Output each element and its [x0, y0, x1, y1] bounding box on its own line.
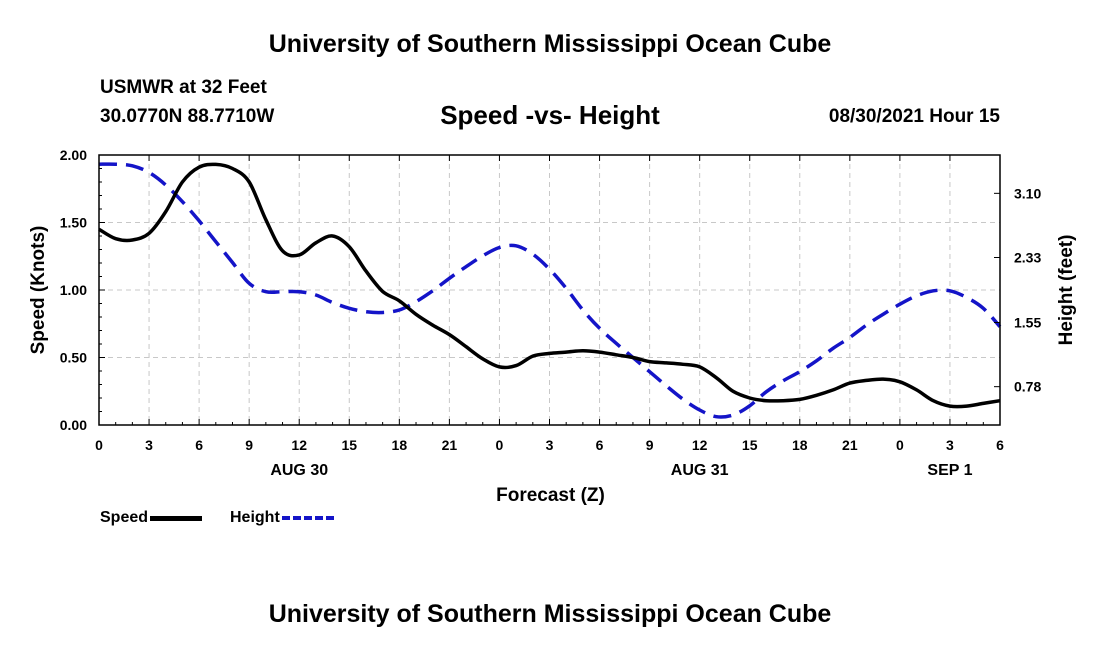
- y2-axis-label: Height (feet): [1056, 235, 1077, 346]
- y-tick-label: 1.00: [60, 282, 87, 298]
- x-axis-label: Forecast (Z): [496, 485, 605, 506]
- y2-tick-label: 1.55: [1014, 315, 1041, 331]
- x-tick-label: 21: [842, 437, 858, 453]
- x-tick-label: 3: [946, 437, 954, 453]
- x-tick-label: 0: [496, 437, 504, 453]
- x-tick-label: 15: [341, 437, 357, 453]
- axes: 0 3 6 9 12 15 18 21 0 3 6 9 12 15 18 21 0 3 6 0.00 0.50 1.00 1…: [28, 147, 1077, 506]
- series-line-speed: [98, 162, 1001, 409]
- legend-height-swatch: [281, 516, 334, 520]
- grid: [99, 155, 1000, 425]
- legend-speed: Speed: [100, 509, 203, 531]
- y2-tick-label: 0.78: [1014, 379, 1041, 395]
- y-tick-label: 0.00: [60, 417, 87, 433]
- legend-height: Height: [230, 509, 334, 531]
- x-tick-label: 12: [291, 437, 307, 453]
- date-label: AUG 31: [671, 462, 729, 479]
- date-label: SEP 1: [927, 462, 972, 479]
- series-line-height: [98, 162, 1002, 419]
- forecast-datetime: 08/30/2021 Hour 15: [828, 106, 1000, 127]
- station-name: USMWR at 32 Feet: [100, 77, 267, 98]
- x-tick-label: 6: [195, 437, 203, 453]
- y-axis-label: Speed (Knots): [28, 226, 49, 355]
- date-label: AUG 30: [270, 462, 328, 479]
- x-tick-label: 0: [896, 437, 904, 453]
- chart-title: Speed -vs- Height: [440, 100, 660, 130]
- page-footer-title: University of Southern Mississippi Ocean…: [268, 600, 832, 628]
- x-tick-label: 12: [692, 437, 708, 453]
- y2-tick-label: 2.33: [1014, 250, 1041, 266]
- x-tick-label: 15: [742, 437, 758, 453]
- legend-height-label: Height: [230, 509, 280, 526]
- x-tick-label: 6: [596, 437, 604, 453]
- x-tick-label: 3: [145, 437, 153, 453]
- y-tick-label: 1.50: [60, 215, 87, 231]
- x-tick-label: 3: [546, 437, 554, 453]
- station-coordinates: 30.0770N 88.7710W: [100, 106, 275, 127]
- x-tick-label: 9: [245, 437, 253, 453]
- page-title: University of Southern Mississippi Ocean…: [268, 30, 832, 58]
- y2-tick-label: 3.10: [1014, 185, 1041, 201]
- x-tick-label: 18: [792, 437, 808, 453]
- x-tick-label: 6: [996, 437, 1004, 453]
- x-tick-label: 9: [646, 437, 654, 453]
- legend-speed-label: Speed: [100, 509, 149, 526]
- x-tick-label: 21: [442, 437, 458, 453]
- series-layer: [98, 162, 1002, 419]
- y-tick-label: 0.50: [60, 350, 87, 366]
- y-tick-label: 2.00: [60, 147, 87, 163]
- x-tick-label: 18: [392, 437, 408, 453]
- legend-speed-swatch: [150, 515, 203, 521]
- x-tick-label: 0: [95, 437, 103, 453]
